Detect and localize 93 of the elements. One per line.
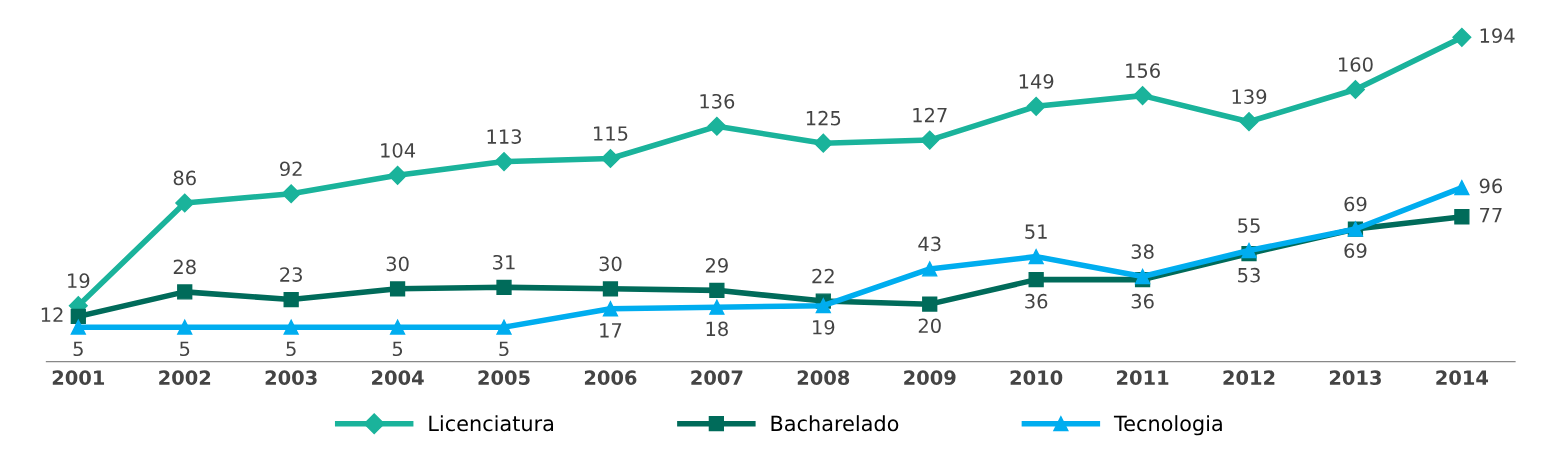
data-label: 38 bbox=[1131, 244, 1154, 259]
point bbox=[922, 261, 938, 277]
point bbox=[283, 291, 299, 308]
data-label: 136 bbox=[700, 93, 735, 109]
x-tick-label: 2008 bbox=[797, 370, 850, 385]
data-label: 69 bbox=[1344, 243, 1367, 258]
x-tick-label: 2009 bbox=[904, 370, 956, 385]
data-label: 36 bbox=[1025, 293, 1048, 309]
data-label: 69 bbox=[1344, 196, 1367, 212]
data-label: 77 bbox=[1480, 207, 1502, 223]
x-tick-label: 2012 bbox=[1223, 370, 1275, 385]
data-label: 55 bbox=[1238, 218, 1260, 233]
x-tick-label: 2006 bbox=[584, 370, 637, 385]
data-label: 92 bbox=[280, 161, 302, 177]
point bbox=[1133, 86, 1153, 106]
x-tick-label: 2013 bbox=[1329, 370, 1381, 385]
data-label: 19 bbox=[813, 319, 835, 335]
point bbox=[1028, 271, 1044, 288]
point bbox=[177, 284, 193, 300]
point bbox=[602, 301, 619, 317]
data-label: 18 bbox=[706, 321, 728, 337]
point bbox=[389, 319, 406, 335]
x-tick-label: 2004 bbox=[372, 370, 424, 385]
data-label: 86 bbox=[173, 170, 196, 186]
data-label: 43 bbox=[918, 236, 941, 252]
data-label: 194 bbox=[1480, 28, 1515, 43]
data-label: 104 bbox=[381, 143, 416, 158]
point bbox=[1345, 79, 1365, 100]
legend-label: Bacharelado bbox=[771, 415, 899, 432]
x-tick-label: 2005 bbox=[478, 370, 530, 385]
data-label: 156 bbox=[1126, 63, 1160, 78]
point bbox=[1028, 248, 1044, 265]
data-label: 5 bbox=[286, 341, 296, 357]
data-label: 19 bbox=[68, 273, 90, 289]
x-tick-label: 2011 bbox=[1117, 370, 1169, 385]
data-label: 160 bbox=[1339, 57, 1373, 72]
point bbox=[496, 279, 512, 295]
point bbox=[1454, 209, 1470, 225]
point bbox=[496, 319, 512, 335]
point bbox=[922, 296, 938, 312]
legend-label: Tecnologia bbox=[1113, 415, 1222, 436]
point bbox=[281, 184, 301, 204]
data-label: 36 bbox=[1131, 293, 1154, 309]
point bbox=[815, 298, 831, 314]
data-label: 23 bbox=[280, 267, 302, 282]
data-label: 29 bbox=[705, 258, 728, 273]
point bbox=[707, 116, 727, 136]
point bbox=[813, 133, 833, 153]
point bbox=[177, 319, 193, 335]
point bbox=[494, 152, 514, 172]
data-label: 12 bbox=[41, 307, 63, 322]
data-label: 5 bbox=[73, 341, 83, 357]
data-label: 5 bbox=[180, 341, 190, 357]
data-label: 31 bbox=[493, 254, 515, 270]
data-label: 139 bbox=[1232, 89, 1267, 105]
point bbox=[709, 282, 725, 299]
data-label: 51 bbox=[1025, 224, 1047, 239]
data-label: 17 bbox=[600, 323, 622, 338]
point bbox=[283, 319, 299, 335]
data-label: 5 bbox=[499, 341, 509, 357]
point bbox=[602, 281, 619, 297]
x-tick-label: 2014 bbox=[1436, 370, 1489, 385]
point bbox=[920, 130, 940, 150]
data-label: 22 bbox=[812, 268, 834, 284]
point bbox=[70, 319, 86, 335]
data-label: 149 bbox=[1019, 73, 1054, 89]
x-tick-label: 2010 bbox=[1010, 370, 1063, 385]
data-label: 5 bbox=[392, 341, 403, 357]
x-tick-label: 2002 bbox=[159, 370, 211, 385]
point bbox=[600, 148, 620, 169]
data-label: 30 bbox=[386, 256, 409, 272]
data-label: 53 bbox=[1238, 267, 1260, 283]
data-label: 127 bbox=[913, 107, 947, 123]
point bbox=[1239, 112, 1259, 132]
data-label: 30 bbox=[599, 256, 622, 272]
point bbox=[1026, 96, 1046, 116]
point bbox=[175, 193, 195, 213]
x-tick-label: 2007 bbox=[691, 370, 743, 385]
x-tick-label: 2001 bbox=[52, 370, 105, 385]
point bbox=[1454, 179, 1470, 196]
x-tick-label: 2003 bbox=[265, 370, 317, 385]
data-label: 115 bbox=[594, 126, 628, 141]
data-label: 113 bbox=[487, 129, 522, 144]
point bbox=[1452, 27, 1472, 47]
data-label: 28 bbox=[173, 259, 196, 275]
data-label: 20 bbox=[918, 318, 941, 334]
point bbox=[70, 308, 86, 325]
point bbox=[389, 281, 406, 297]
data-label: 125 bbox=[806, 110, 841, 126]
data-label: 96 bbox=[1479, 178, 1503, 194]
point bbox=[709, 299, 725, 315]
point bbox=[388, 165, 408, 185]
legend-label: Licenciatura bbox=[429, 415, 554, 432]
